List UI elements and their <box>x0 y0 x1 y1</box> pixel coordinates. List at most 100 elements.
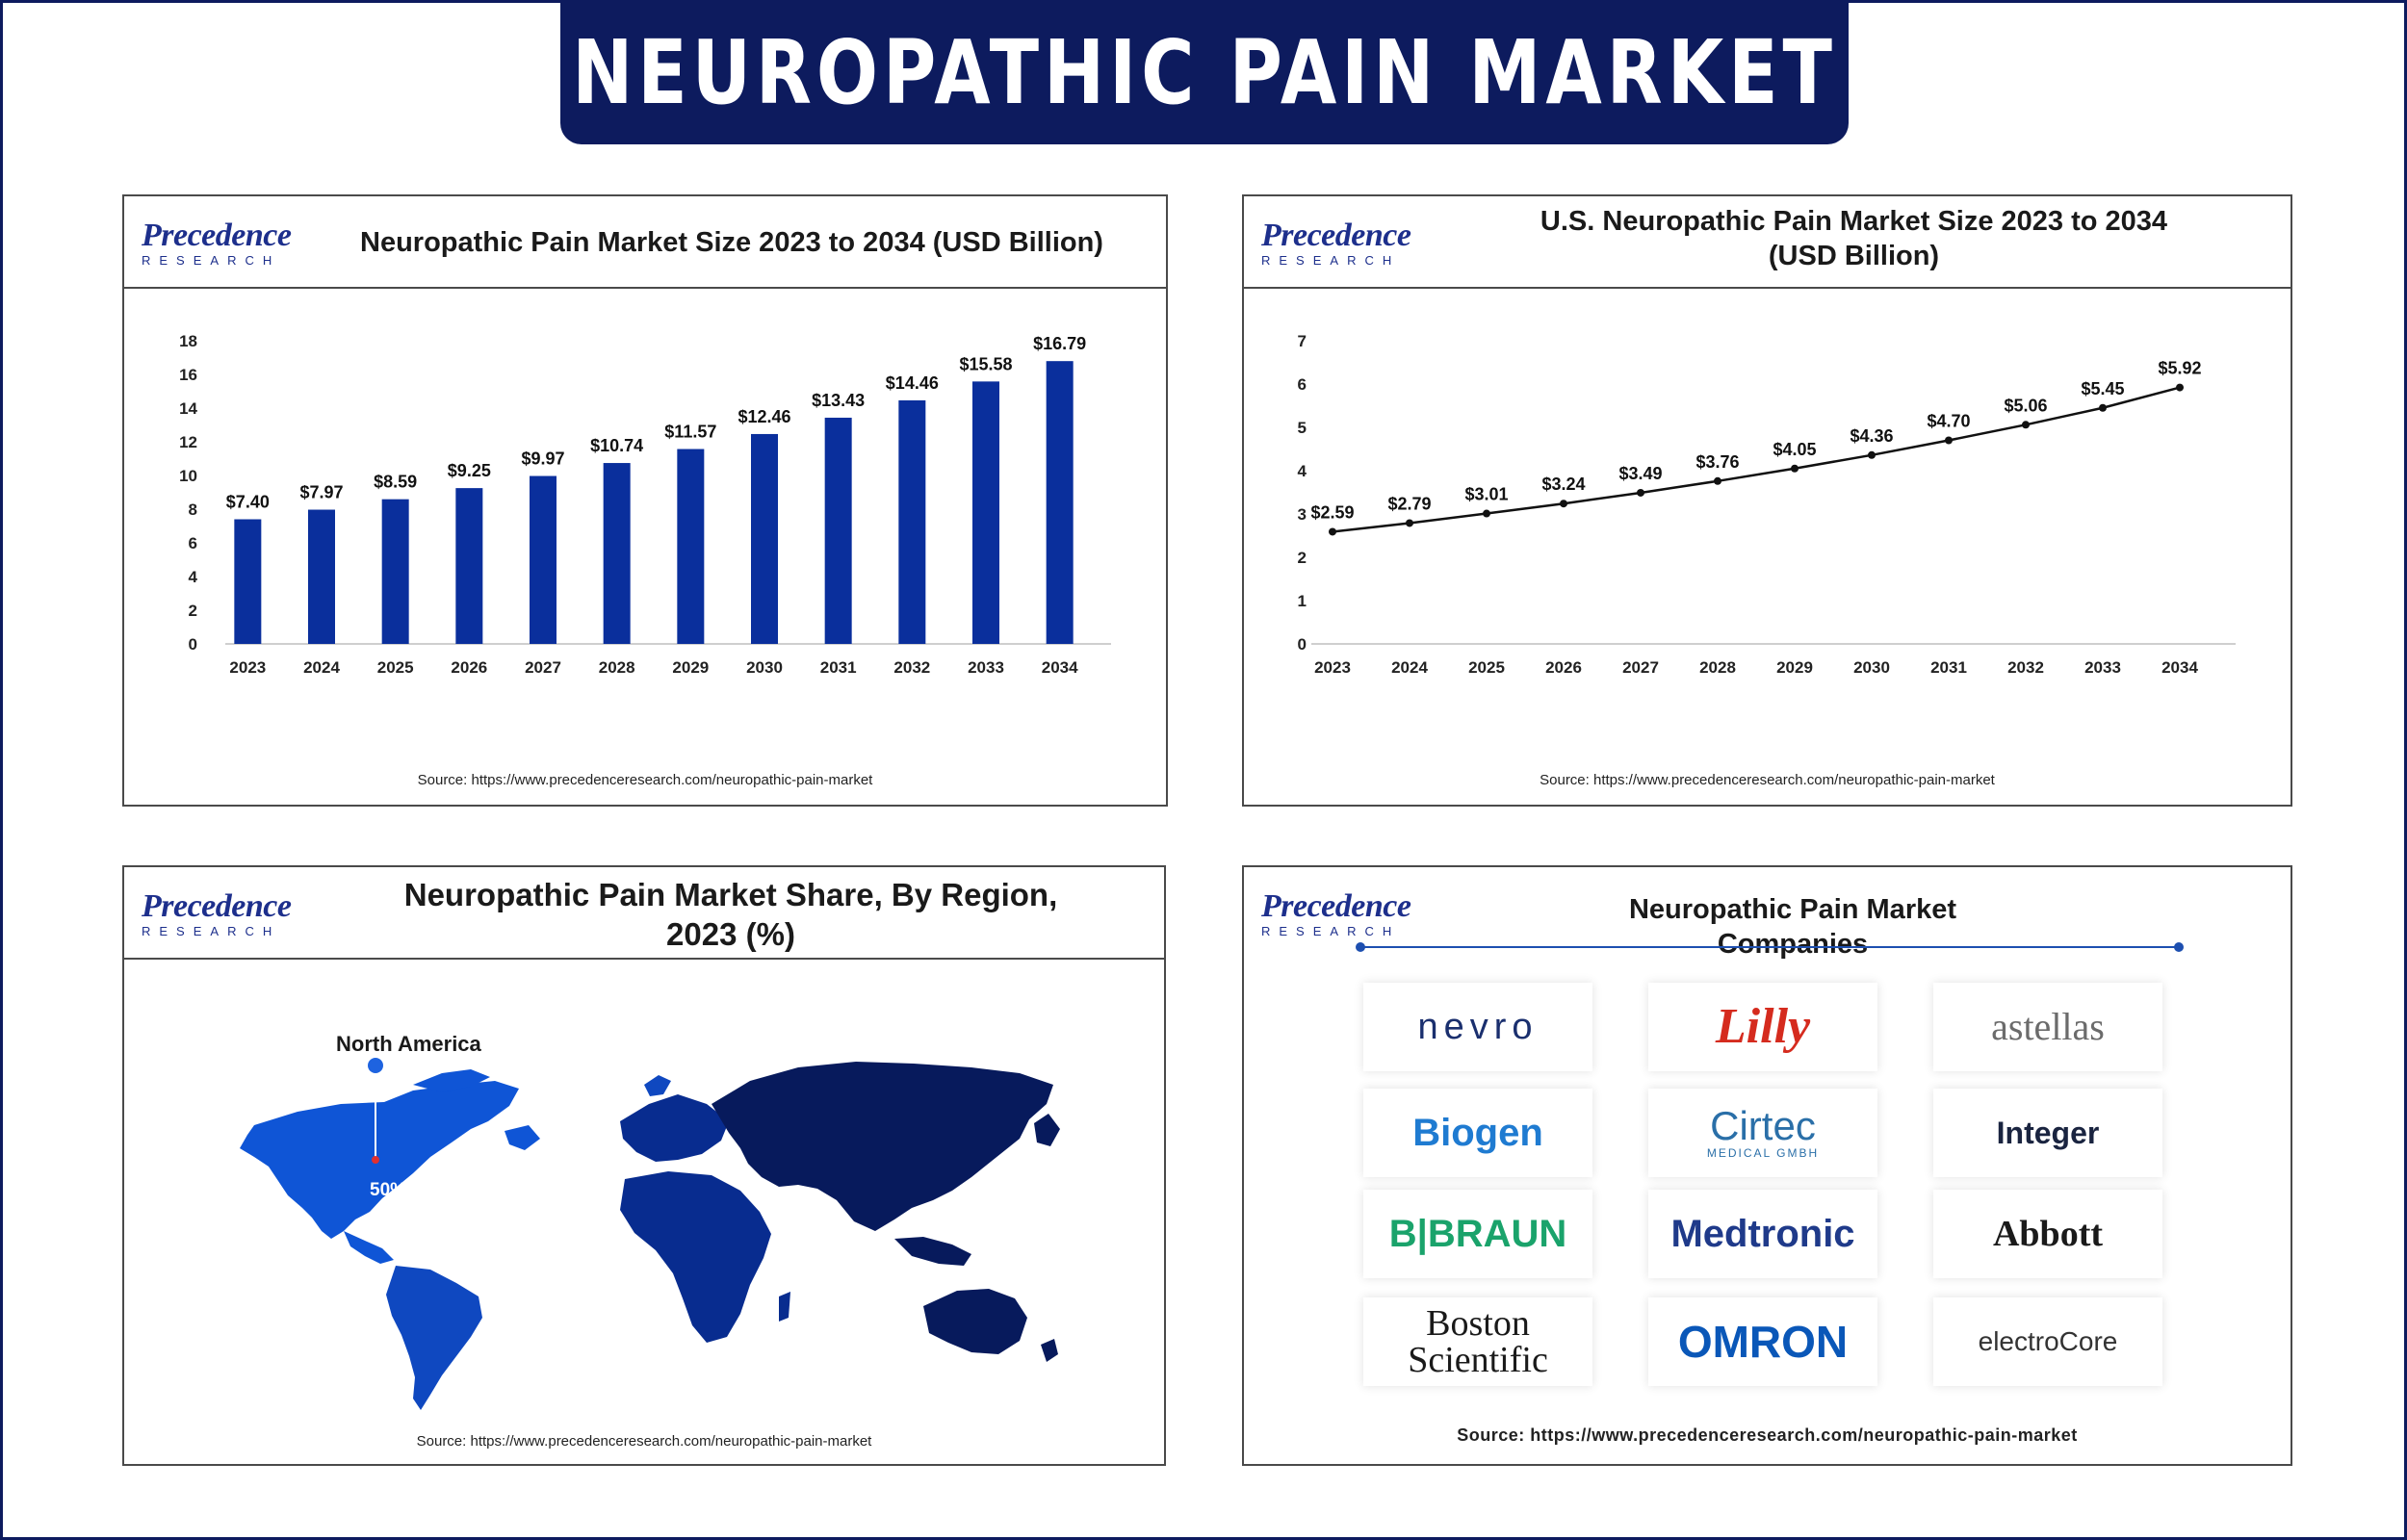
bar-value-label: $7.40 <box>226 493 270 512</box>
x-tick-label: 2028 <box>1699 658 1736 677</box>
region-share-label: 50% <box>370 1180 406 1200</box>
x-tick-label: 2029 <box>1776 658 1813 677</box>
bar <box>751 433 778 644</box>
company-name-line2: Scientific <box>1408 1340 1548 1380</box>
company-logo-lilly: Lilly <box>1648 983 1877 1071</box>
map-europe <box>620 1094 729 1162</box>
source-note: Source: https://www.precedenceresearch.c… <box>416 1433 872 1450</box>
y-tick-label: 12 <box>179 433 197 451</box>
bar-value-label: $13.43 <box>812 391 865 410</box>
panel-header: Precedence RESEARCH Neuropathic Pain Mar… <box>124 867 1164 960</box>
company-logo-cirtec: Cirtec MEDICAL GMBH <box>1648 1089 1877 1177</box>
line-point <box>1329 527 1336 536</box>
y-tick-label: 2 <box>189 602 197 620</box>
company-name: Abbott <box>1992 1214 2104 1254</box>
series-line <box>1332 386 2181 533</box>
point-value-label: $5.92 <box>2158 359 2201 378</box>
point-value-label: $5.45 <box>2081 379 2124 398</box>
x-tick-label: 2026 <box>1545 658 1582 677</box>
company-logo-astellas: astellas <box>1933 983 2162 1071</box>
company-logo-medtronic: Medtronic <box>1648 1190 1877 1278</box>
bar <box>234 519 262 644</box>
bar <box>898 399 926 644</box>
x-tick-label: 2023 <box>1314 658 1351 677</box>
map-south-america <box>386 1266 482 1410</box>
source-note: Source: https://www.precedenceresearch.c… <box>417 772 873 788</box>
y-tick-label: 3 <box>1298 505 1307 524</box>
source-note: Source: https://www.precedenceresearch.c… <box>1457 1425 2078 1445</box>
company-name: Cirtec <box>1710 1103 1816 1148</box>
point-value-label: $2.79 <box>1387 494 1431 513</box>
x-tick-label: 2025 <box>377 658 414 677</box>
y-tick-label: 6 <box>1298 375 1307 394</box>
company-name: astellas <box>1991 1005 2105 1048</box>
panel-global-market-size: Precedence RESEARCH Neuropathic Pain Mar… <box>122 194 1168 807</box>
x-tick-label: 2028 <box>599 658 635 677</box>
company-name: OMRON <box>1677 1317 1849 1367</box>
map-title: Neuropathic Pain Market Share, By Region… <box>403 877 1058 953</box>
company-name: Biogen <box>1412 1112 1543 1154</box>
x-tick-label: 2032 <box>2007 658 2044 677</box>
y-tick-label: 8 <box>189 500 197 519</box>
panel-header: Precedence RESEARCH U.S. Neuropathic Pai… <box>1244 196 2291 289</box>
company-logo-bbraun: B|BRAUN <box>1363 1190 1592 1278</box>
x-tick-label: 2030 <box>746 658 783 677</box>
bar <box>530 475 556 644</box>
x-tick-label: 2031 <box>820 658 857 677</box>
y-tick-label: 4 <box>1298 462 1307 480</box>
x-tick-label: 2024 <box>303 658 340 677</box>
company-name: nevro <box>1417 1007 1539 1047</box>
bar-value-label: $9.97 <box>521 449 564 469</box>
x-tick-label: 2034 <box>1042 658 1078 677</box>
bar-value-label: $15.58 <box>959 354 1012 373</box>
company-logo-biogen: Biogen <box>1363 1089 1592 1177</box>
bar <box>1046 361 1074 644</box>
x-tick-label: 2027 <box>525 658 561 677</box>
bar-value-label: $10.74 <box>590 436 643 455</box>
map-oceania <box>923 1289 1027 1354</box>
company-name: electroCore <box>1978 1326 2118 1356</box>
precedence-logo: Precedence RESEARCH <box>1261 888 1411 939</box>
line-point <box>1637 488 1644 497</box>
panel-header: Precedence RESEARCH Neuropathic Pain Mar… <box>124 196 1166 289</box>
underline-dot-right <box>2174 942 2184 952</box>
y-tick-label: 7 <box>1298 332 1307 350</box>
x-tick-label: 2033 <box>968 658 1004 677</box>
y-tick-label: 0 <box>189 635 197 654</box>
company-name: Lilly <box>1715 999 1811 1054</box>
y-tick-label: 1 <box>1298 592 1307 610</box>
bar <box>603 463 631 644</box>
source-note: Source: https://www.precedenceresearch.c… <box>1540 772 1995 788</box>
bar <box>677 449 705 644</box>
precedence-logo: Precedence RESEARCH <box>142 888 292 939</box>
company-name: Boston <box>1426 1303 1530 1344</box>
world-map: North America 50% <box>240 1032 1060 1410</box>
y-tick-label: 14 <box>179 399 197 418</box>
bar-value-label: $12.46 <box>738 407 790 426</box>
companies-title: Neuropathic Pain Market Companies <box>1628 894 1957 961</box>
company-logo-boston: Boston Scientific <box>1363 1297 1592 1386</box>
bar-value-label: $7.97 <box>299 483 343 502</box>
panel-region-share: Precedence RESEARCH Neuropathic Pain Mar… <box>122 865 1166 1466</box>
y-tick-label: 4 <box>189 568 198 586</box>
region-label: North America <box>336 1032 482 1056</box>
precedence-logo: Precedence RESEARCH <box>1261 218 1411 269</box>
bar <box>381 499 409 644</box>
point-value-label: $3.24 <box>1541 475 1585 494</box>
x-tick-label: 2027 <box>1622 658 1659 677</box>
y-tick-label: 6 <box>189 534 197 552</box>
company-logo-integer: Integer <box>1933 1089 2162 1177</box>
bar-value-label: $8.59 <box>374 473 417 492</box>
x-tick-label: 2034 <box>2161 658 2198 677</box>
x-tick-label: 2023 <box>229 658 266 677</box>
bar <box>308 509 335 644</box>
x-tick-label: 2029 <box>672 658 709 677</box>
region-marker <box>368 1058 383 1073</box>
point-value-label: $4.70 <box>1927 412 1970 431</box>
y-tick-label: 5 <box>1298 419 1307 437</box>
x-tick-label: 2031 <box>1930 658 1967 677</box>
company-logo-omron: OMRON <box>1648 1297 1877 1386</box>
line-point <box>1791 464 1799 473</box>
bar-value-label: $16.79 <box>1033 334 1086 353</box>
panel-companies: Precedence RESEARCH Neuropathic Pain Mar… <box>1242 865 2292 1466</box>
